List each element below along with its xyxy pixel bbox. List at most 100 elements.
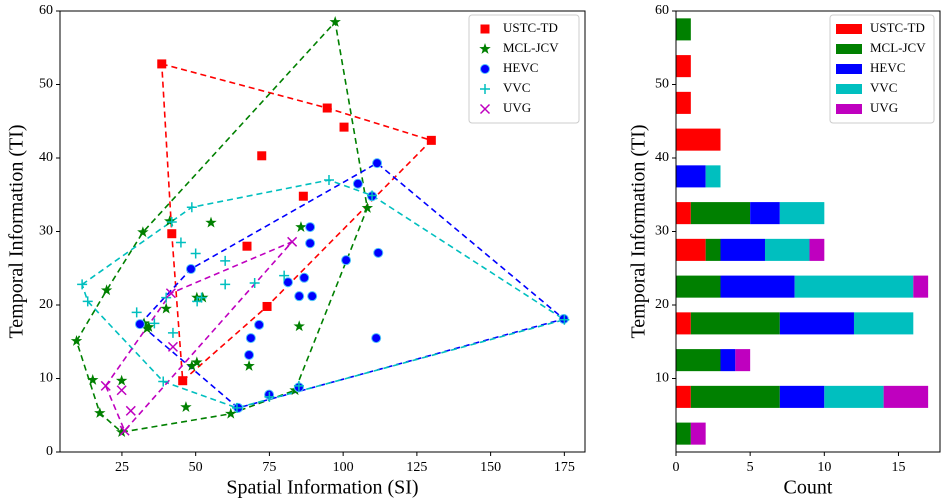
x-tick-label: 150	[480, 460, 501, 475]
x-tick-label: 25	[115, 460, 129, 475]
bar-segment	[824, 385, 884, 408]
hull	[138, 162, 566, 409]
point	[143, 321, 155, 332]
bar-segment	[705, 165, 721, 188]
point	[164, 215, 176, 227]
point	[190, 248, 201, 259]
x-tick-label: 50	[189, 460, 203, 475]
bar-segment	[676, 18, 691, 41]
point	[329, 16, 341, 27]
point	[137, 226, 149, 238]
bar-segment	[676, 385, 691, 408]
bar-segment	[676, 202, 691, 225]
hull	[81, 179, 567, 409]
point	[134, 319, 145, 330]
legend-label: USTC-TD	[503, 20, 558, 35]
legend-box	[468, 14, 580, 124]
point	[161, 292, 172, 303]
point	[178, 376, 188, 386]
point	[282, 277, 293, 288]
x-tick-label: 100	[333, 460, 354, 475]
point	[175, 237, 186, 248]
point	[167, 327, 178, 338]
point	[191, 356, 203, 368]
y-tick-label: 30	[655, 224, 669, 239]
legend-swatch	[836, 24, 862, 34]
point	[299, 272, 310, 283]
point	[243, 360, 255, 371]
bar-segment	[913, 275, 929, 298]
bar-segment	[676, 55, 691, 78]
point	[167, 341, 178, 352]
y-axis-label: Temporal Information (TI)	[628, 124, 650, 338]
y-tick-label: 40	[39, 150, 53, 165]
y-tick-label: 60	[655, 3, 669, 18]
y-tick-label: 30	[39, 224, 53, 239]
bar-segment	[690, 202, 751, 225]
legend-label: HEVC	[503, 60, 538, 75]
point	[220, 279, 231, 290]
point	[262, 301, 272, 311]
bar-segment	[676, 349, 721, 372]
y-tick-label: 10	[655, 371, 669, 386]
legend-marker	[479, 43, 491, 54]
bar-segment	[720, 349, 736, 372]
bar-segment	[809, 238, 825, 261]
legend-label: UVG	[503, 100, 531, 115]
point	[185, 263, 196, 274]
x-tick-label: 175	[554, 460, 575, 475]
x-tick-label: 5	[747, 460, 754, 475]
point	[341, 255, 352, 266]
legend-label: USTC-TD	[870, 20, 925, 35]
y-tick-label: 0	[46, 444, 53, 459]
legend-swatch	[836, 84, 862, 94]
point	[242, 241, 252, 251]
x-tick-label: 10	[817, 460, 831, 475]
point	[225, 407, 237, 419]
y-tick-label: 40	[655, 150, 669, 165]
bar-segment	[690, 312, 780, 335]
bar-segment	[676, 275, 721, 298]
y-tick-label: 60	[39, 3, 53, 18]
point	[279, 270, 290, 281]
legend-label: UVG	[870, 100, 898, 115]
plot-frame	[675, 10, 941, 453]
point	[294, 291, 305, 302]
legend-marker	[480, 24, 490, 34]
legend-swatch	[836, 104, 862, 114]
point	[352, 178, 363, 189]
x-tick-label: 15	[891, 460, 905, 475]
bar-segment	[676, 238, 706, 261]
hull	[75, 20, 369, 434]
point	[287, 236, 298, 247]
point	[367, 190, 378, 201]
point	[82, 296, 93, 307]
bar-segment	[690, 385, 780, 408]
legend-label: HEVC	[870, 60, 905, 75]
x-axis-label: Count	[784, 477, 833, 499]
point	[196, 292, 207, 303]
bar-segment	[705, 238, 721, 261]
x-tick-label: 75	[262, 460, 276, 475]
point	[293, 320, 305, 332]
plot-frame	[59, 10, 586, 453]
legend-box	[829, 14, 935, 124]
point	[166, 216, 177, 227]
bar-segment	[735, 349, 751, 372]
legend-label: VVC	[870, 80, 897, 95]
point	[165, 288, 176, 299]
point	[167, 229, 177, 239]
point	[264, 391, 275, 402]
point	[116, 385, 127, 396]
point	[205, 216, 217, 228]
legend-marker	[479, 103, 491, 115]
point	[361, 201, 374, 213]
point	[339, 122, 349, 132]
point	[245, 333, 256, 344]
legend-swatch	[836, 44, 862, 54]
point	[373, 247, 384, 258]
point	[249, 277, 260, 288]
point	[293, 380, 304, 391]
bar-segment	[676, 128, 721, 151]
